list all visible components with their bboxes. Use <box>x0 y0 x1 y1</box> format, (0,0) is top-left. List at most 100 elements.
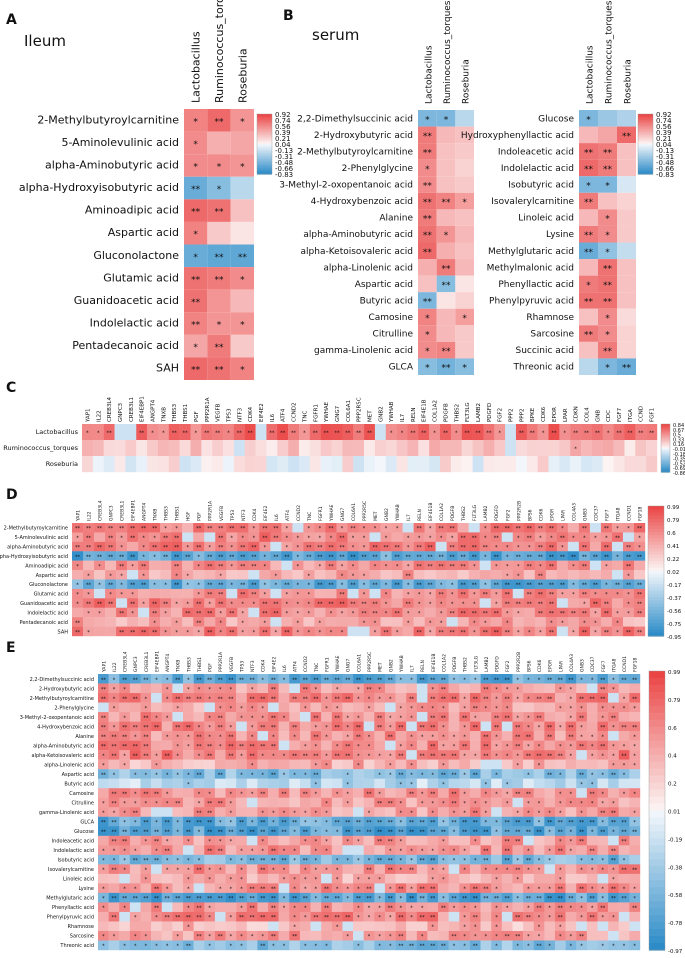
heat-cell <box>523 835 534 846</box>
column-label: CDC37 <box>593 505 599 521</box>
significance-mark: ** <box>345 744 351 750</box>
column-label: EIF4EBP1 <box>154 651 160 672</box>
significance-mark: ** <box>111 868 117 874</box>
column-label: BPKE <box>530 407 536 422</box>
significance-mark: * <box>612 706 615 712</box>
heat-cell <box>161 712 173 722</box>
heat-cell <box>406 854 418 865</box>
heat-cell <box>556 598 569 608</box>
significance-mark: * <box>286 592 289 598</box>
significance-mark: * <box>442 744 445 750</box>
heat-cell <box>183 731 194 741</box>
significance-mark: ** <box>473 772 479 778</box>
heat-cell <box>618 873 630 884</box>
heat-cell <box>490 532 502 543</box>
heat-cell <box>215 617 227 627</box>
significance-mark: * <box>231 602 234 608</box>
heat-cell <box>116 598 128 608</box>
heat-cell <box>544 721 556 732</box>
significance-mark: ** <box>398 887 404 893</box>
heat-cell <box>127 541 139 552</box>
significance-mark: * <box>346 734 349 740</box>
colorbar-tick-label: -0.31 <box>275 153 293 161</box>
colorbar-segment <box>649 796 665 805</box>
heat-cell <box>108 883 120 894</box>
column-label: FGF1 <box>650 408 656 422</box>
significance-mark: * <box>283 715 286 721</box>
heat-cell <box>501 835 513 846</box>
heat-cell <box>331 826 343 836</box>
significance-mark: ** <box>262 611 268 617</box>
significance-mark: * <box>539 564 542 570</box>
heat-cell <box>204 892 216 903</box>
heat-cell <box>108 797 120 808</box>
significance-mark: * <box>517 811 520 817</box>
heat-cell <box>589 617 602 627</box>
heat-cell <box>384 788 396 798</box>
significance-mark: ** <box>494 715 500 721</box>
heat-cell <box>548 456 560 473</box>
significance-mark: ** <box>373 583 379 589</box>
significance-mark: ** <box>240 583 246 589</box>
significance-mark: ** <box>196 811 202 817</box>
heat-cell <box>472 456 484 473</box>
colorbar-tick-label: -0.97 <box>668 949 683 955</box>
heat-cell <box>416 921 428 932</box>
significance-mark: ** <box>515 791 521 797</box>
column-label: CREB3L1 <box>144 651 150 672</box>
heat-cell <box>140 788 152 798</box>
heat-cell <box>119 750 131 760</box>
significance-mark: ** <box>603 264 613 274</box>
significance-mark: ** <box>600 744 606 750</box>
significance-mark: * <box>602 887 605 893</box>
significance-mark: ** <box>215 366 225 376</box>
heat-cell <box>289 854 301 865</box>
heat-cell <box>455 159 474 177</box>
significance-mark: * <box>463 725 466 731</box>
significance-mark: * <box>230 820 233 826</box>
heat-cell <box>193 551 205 561</box>
significance-mark: * <box>346 715 349 721</box>
heat-cell <box>448 835 460 846</box>
significance-mark: ** <box>250 896 256 902</box>
heat-cell <box>512 617 524 627</box>
significance-mark: ** <box>579 744 585 750</box>
heat-cell <box>438 740 449 751</box>
heat-cell <box>268 864 279 875</box>
heat-cell <box>342 845 354 856</box>
row-label: 2,2-Dimethylsuccinic acid <box>30 677 94 683</box>
significance-mark: * <box>485 801 488 807</box>
significance-mark: * <box>208 877 211 883</box>
heat-cell <box>331 424 343 441</box>
significance-mark: ** <box>600 830 606 836</box>
column-label: FGF2 <box>498 408 504 422</box>
heat-cell <box>172 759 184 770</box>
significance-mark: ** <box>328 564 334 570</box>
heat-cell <box>125 424 137 441</box>
heat-cell <box>184 289 208 313</box>
heat-cell <box>416 826 428 836</box>
heat-cell <box>140 740 152 751</box>
heat-cell <box>353 807 364 817</box>
significance-mark: ** <box>152 611 158 617</box>
row-label: Aspartic acid <box>36 573 68 579</box>
significance-mark: ** <box>615 583 621 589</box>
row-label: Threonic acid <box>513 363 574 373</box>
heat-cell <box>576 674 588 684</box>
significance-mark: ** <box>537 906 543 912</box>
significance-mark: * <box>400 868 403 874</box>
significance-mark: * <box>572 564 575 570</box>
significance-mark: * <box>363 536 366 542</box>
colorbar-segment <box>257 157 272 160</box>
significance-mark: ** <box>626 564 632 570</box>
heat-cell <box>548 440 560 457</box>
heat-cell <box>268 797 279 808</box>
significance-mark: ** <box>473 887 479 893</box>
significance-mark: * <box>583 620 586 626</box>
significance-mark: ** <box>108 583 114 589</box>
heat-cell <box>336 626 348 637</box>
significance-mark: ** <box>141 630 147 636</box>
significance-mark: ** <box>292 753 298 759</box>
heat-cell <box>363 845 375 856</box>
heat-cell <box>257 854 269 865</box>
